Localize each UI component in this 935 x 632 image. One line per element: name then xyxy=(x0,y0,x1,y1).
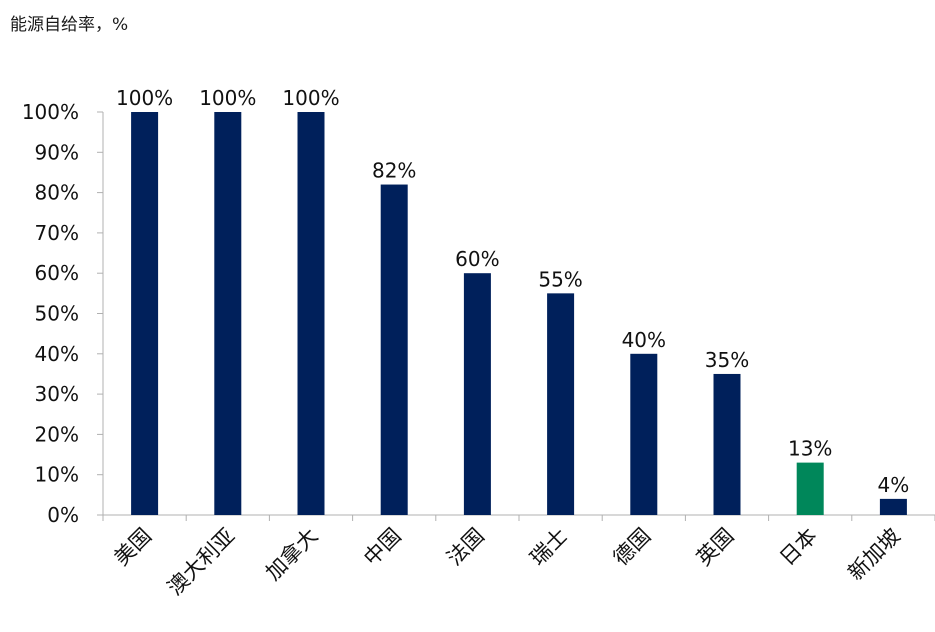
bar xyxy=(380,184,408,516)
data-label: 100% xyxy=(116,86,173,110)
y-tick-label: 20% xyxy=(35,422,79,446)
y-tick-label: 40% xyxy=(35,342,79,366)
data-label: 13% xyxy=(788,437,832,461)
category-label: 加拿大 xyxy=(261,524,323,586)
bar xyxy=(547,293,575,515)
y-tick-label: 10% xyxy=(35,463,79,487)
y-tick-label: 80% xyxy=(35,181,79,205)
y-tick-label: 0% xyxy=(47,503,79,527)
chart-title: 能源自给率，% xyxy=(10,15,129,35)
category-label: 法国 xyxy=(442,524,489,571)
x-axis xyxy=(102,514,935,521)
y-axis: 0% 10% 20% 30% 40% 50% 60% 70% 80% 90% 100% xyxy=(22,100,104,527)
y-tick-label: 50% xyxy=(35,302,79,326)
category-label: 德国 xyxy=(609,524,656,571)
data-label: 100% xyxy=(199,86,256,110)
category-label: 英国 xyxy=(692,524,739,571)
category-label: 美国 xyxy=(109,524,156,571)
y-tick-label: 30% xyxy=(35,382,79,406)
bar xyxy=(713,373,741,515)
bar xyxy=(630,353,658,515)
bar xyxy=(297,112,325,515)
y-tick-label: 70% xyxy=(35,221,79,245)
category-label: 中国 xyxy=(359,524,406,571)
y-tick-label: 90% xyxy=(35,140,79,164)
category-label: 新加坡 xyxy=(843,524,905,586)
data-label: 4% xyxy=(878,473,910,497)
data-label: 60% xyxy=(455,247,499,271)
category-labels: 美国 澳大利亚 加拿大 中国 法国 瑞士 德国 英国 日本 新加坡 xyxy=(109,524,904,600)
category-label: 日本 xyxy=(775,524,822,571)
bar xyxy=(214,112,242,515)
data-label: 35% xyxy=(705,348,749,372)
bars xyxy=(131,112,907,516)
y-tick-label: 60% xyxy=(35,261,79,285)
bar xyxy=(131,112,159,515)
data-label: 55% xyxy=(538,267,582,291)
data-label: 82% xyxy=(372,159,416,183)
bar xyxy=(463,273,491,515)
category-label: 澳大利亚 xyxy=(163,524,239,600)
bar xyxy=(879,498,907,515)
data-label: 100% xyxy=(282,86,339,110)
y-tick-label: 100% xyxy=(22,100,79,124)
bar xyxy=(796,462,824,515)
data-label: 40% xyxy=(622,328,666,352)
data-labels: 100% 100% 100% 82% 60% 55% 40% 35% 13% 4% xyxy=(116,86,909,497)
category-label: 瑞士 xyxy=(525,524,572,571)
